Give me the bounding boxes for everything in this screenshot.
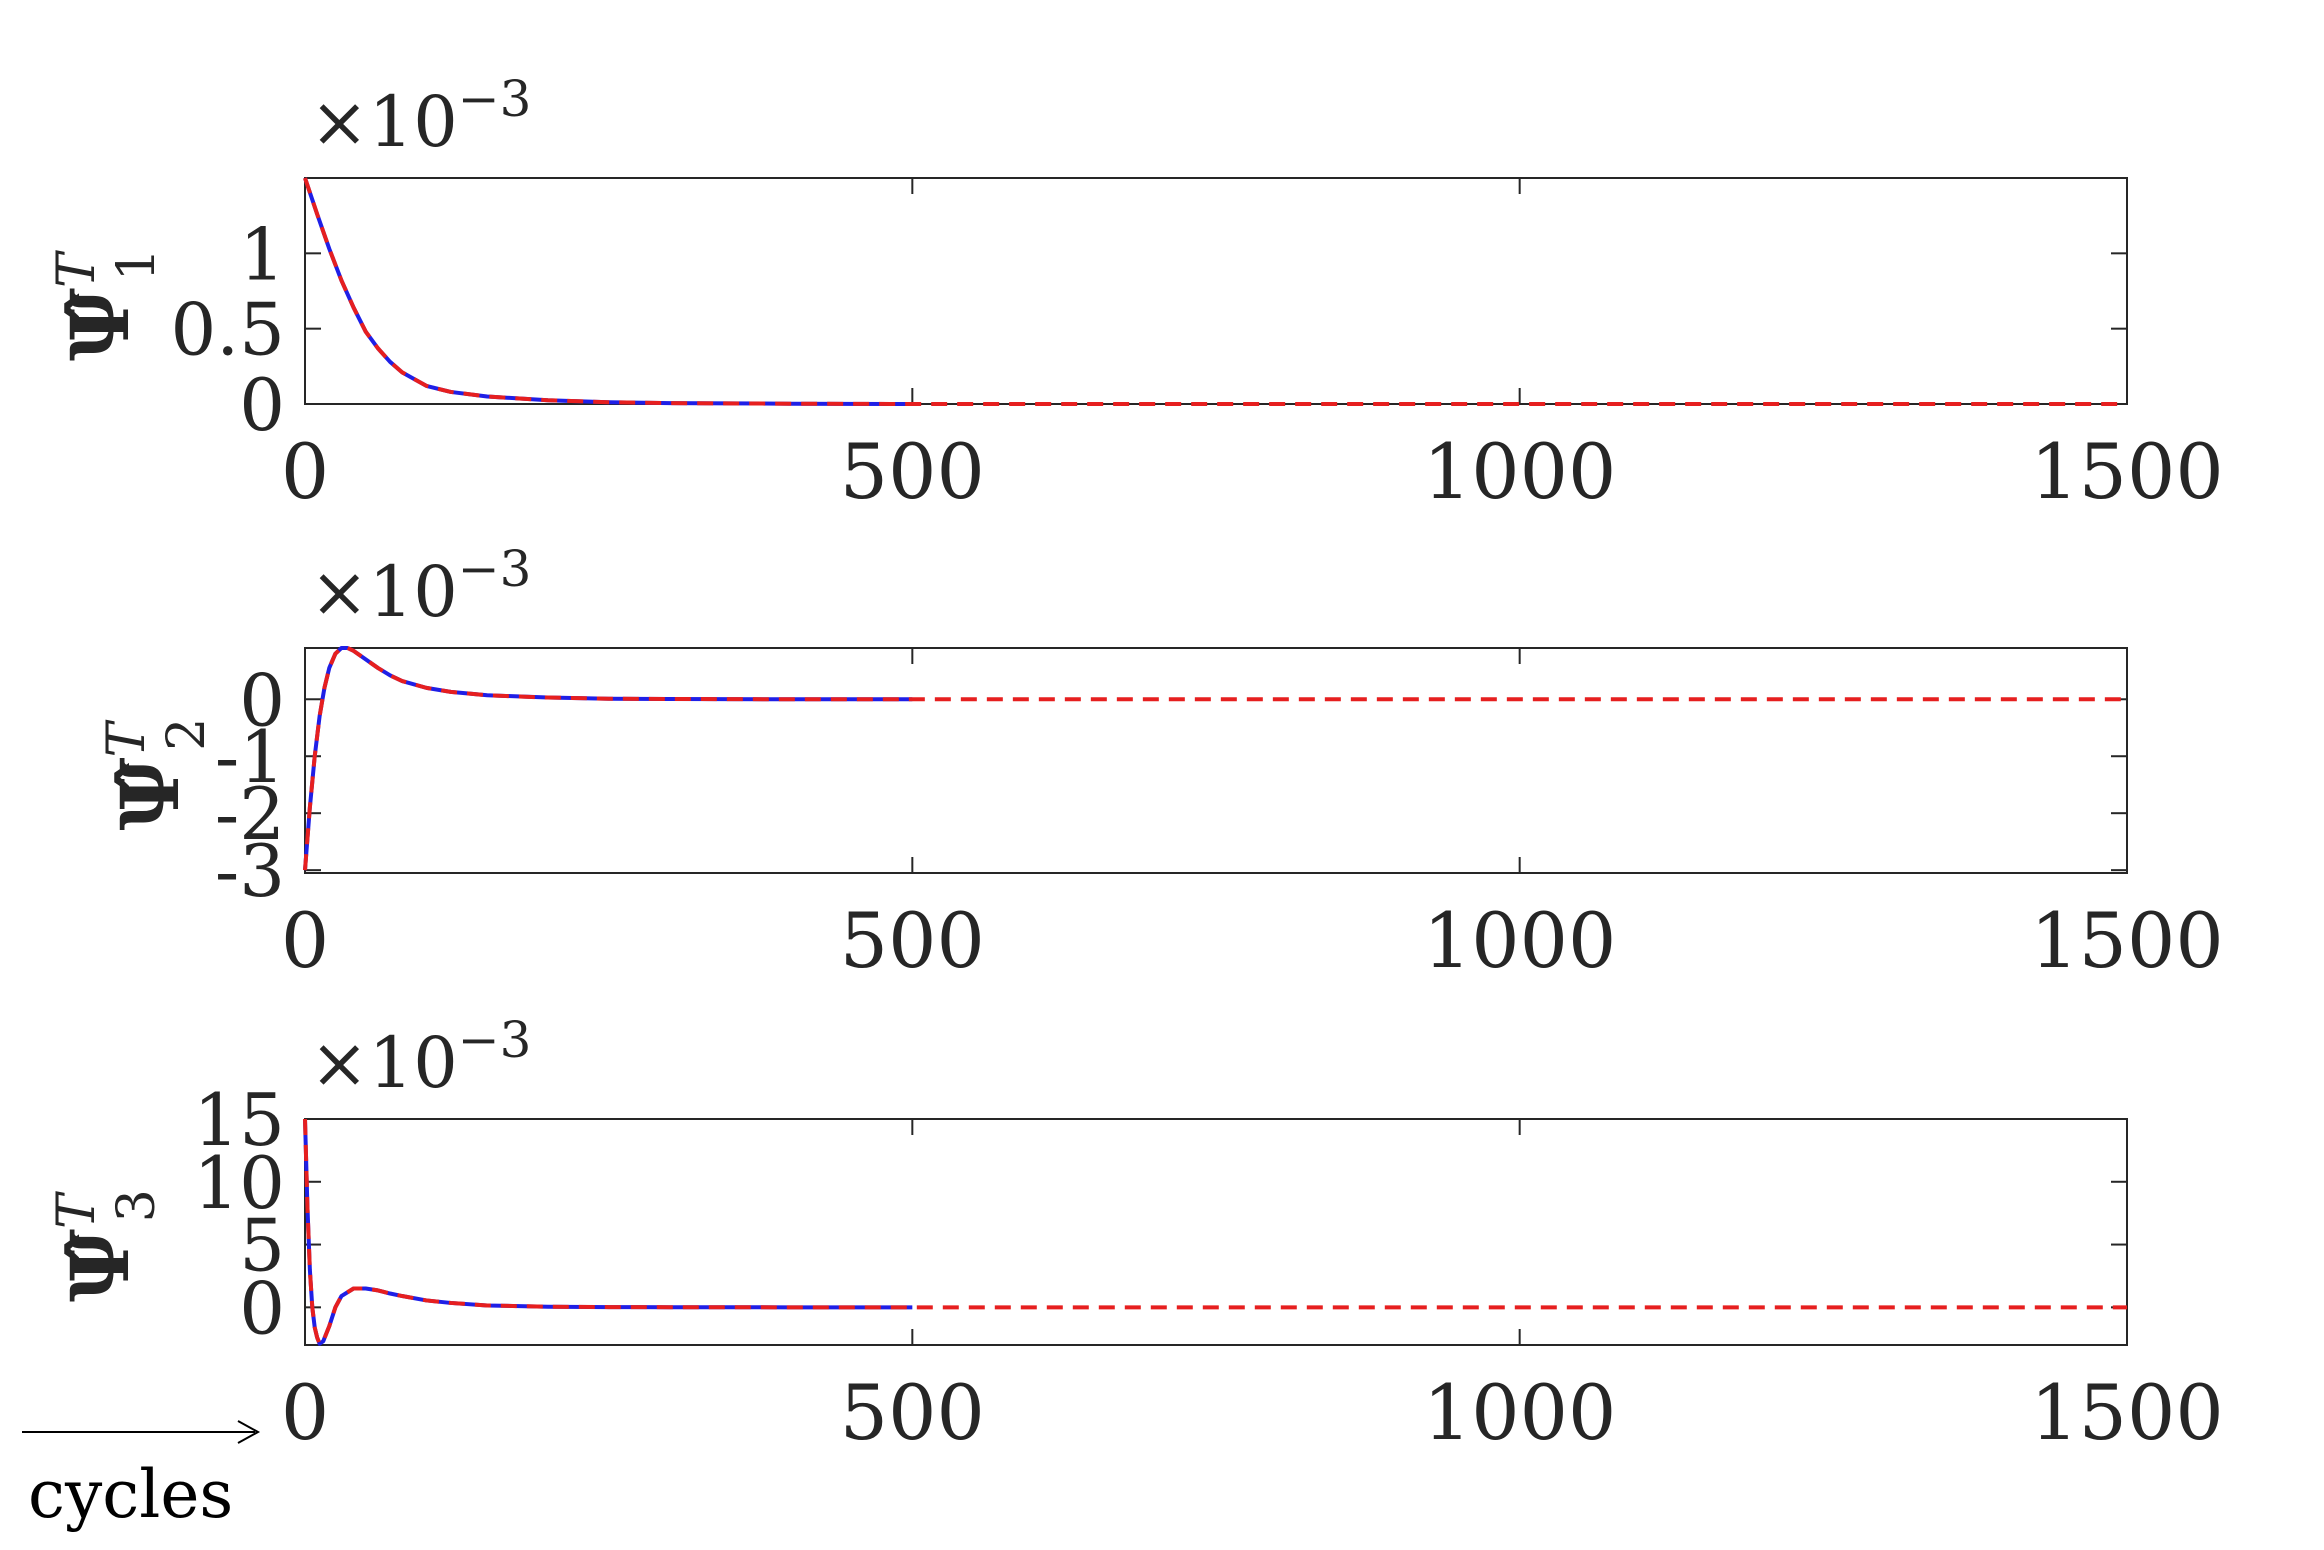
subplot-3-xtick-label: 1000 — [1423, 1368, 1616, 1457]
subplot-3-multiplier-exponent: −3 — [458, 1011, 532, 1069]
subplot-1-ylabel-sub: 1 — [107, 248, 167, 281]
subplot-2: 0 500 1000 1500-3-2-10×10−3Ψ̂T2 — [97, 540, 2224, 985]
subplot-3-ylabel: Ψ̂T3 — [47, 1189, 167, 1302]
subplot-2-xtick-label: 1500 — [2030, 896, 2223, 985]
subplot-2-ytick-label: -3 — [215, 829, 285, 913]
subplot-1-xtick-label: 1500 — [2030, 427, 2223, 516]
subplot-3-ytick-label: 0 — [239, 1266, 285, 1350]
subplot-2-multiplier-exponent: −3 — [458, 540, 532, 598]
subplot-3-xtick-label: 1500 — [2030, 1368, 2223, 1457]
subplot-3-multiplier-base: ×10 — [310, 1022, 458, 1104]
subplot-1-multiplier-base: ×10 — [310, 81, 458, 163]
subplot-2-multiplier-base: ×10 — [310, 551, 458, 633]
subplot-3-ylabel-symbol: Ψ̂ — [53, 1229, 147, 1302]
subplot-3-ytick-label: 5 — [239, 1204, 285, 1288]
subplot-2-xtick-label: 1000 — [1423, 896, 1616, 985]
subplot-1-ylabel-sup: T — [47, 250, 107, 288]
subplot-1-ytick-label: 1 — [239, 212, 285, 296]
subplot-2-xtick-label: 0 — [281, 896, 329, 985]
subplot-3-xtick-label: 0 — [281, 1368, 329, 1457]
subplot-3-ylabel-sup: T — [47, 1191, 107, 1229]
subplot-1-xtick-label: 0 — [281, 427, 329, 516]
subplot-2-ylabel: Ψ̂T2 — [97, 718, 217, 831]
subplot-2-ytick-label: -2 — [215, 772, 285, 856]
subplot-3-series-2-dashed-line — [303, 1118, 2127, 1346]
subplot-1-series-2-dashed-line — [303, 177, 2127, 406]
subplot-2-ylabel-sub: 2 — [157, 718, 217, 751]
subplot-2-ylabel-sup: T — [97, 719, 157, 757]
xaxis-annotation: cycles — [22, 1420, 261, 1533]
subplot-1-ytick-label: 0.5 — [170, 288, 285, 372]
subplot-2-ylabel-symbol: Ψ̂ — [103, 757, 197, 830]
subplot-1-ylabel-symbol: Ψ̂ — [53, 288, 147, 361]
subplot-3-axes-box — [304, 1118, 2128, 1346]
subplot-2-ytick-label: 0 — [239, 658, 285, 742]
subplot-1-xtick-label: 1000 — [1423, 427, 1616, 516]
subplot-1-ytick-label: 0 — [239, 363, 285, 447]
subplot-3-ylabel-sub: 3 — [107, 1189, 167, 1222]
subplot-2-ytick-label: -1 — [215, 715, 285, 799]
subplot-2-axes-box — [304, 647, 2128, 874]
subplot-3-xtick-label: 500 — [840, 1368, 985, 1457]
subplot-2-xtick-label: 500 — [840, 896, 985, 985]
subplot-2-series-2-dashed-line — [303, 646, 2127, 871]
subplot-2-multiplier: ×10−3 — [310, 540, 531, 633]
xaxis-arrow-head — [237, 1420, 261, 1444]
xaxis-cycles-label: cycles — [28, 1456, 233, 1533]
subplot-3-ytick-label: 10 — [193, 1141, 285, 1225]
subplot-1-xtick-label: 500 — [840, 427, 985, 516]
subplot-3-multiplier: ×10−3 — [310, 1011, 531, 1104]
subplot-1-ylabel: Ψ̂T1 — [47, 248, 167, 361]
subplot-1-axes-box — [304, 177, 2128, 405]
subplot-3-ytick-label: 15 — [193, 1078, 285, 1162]
subplot-1-multiplier-exponent: −3 — [458, 70, 532, 128]
subplot-1-multiplier: ×10−3 — [310, 70, 531, 163]
